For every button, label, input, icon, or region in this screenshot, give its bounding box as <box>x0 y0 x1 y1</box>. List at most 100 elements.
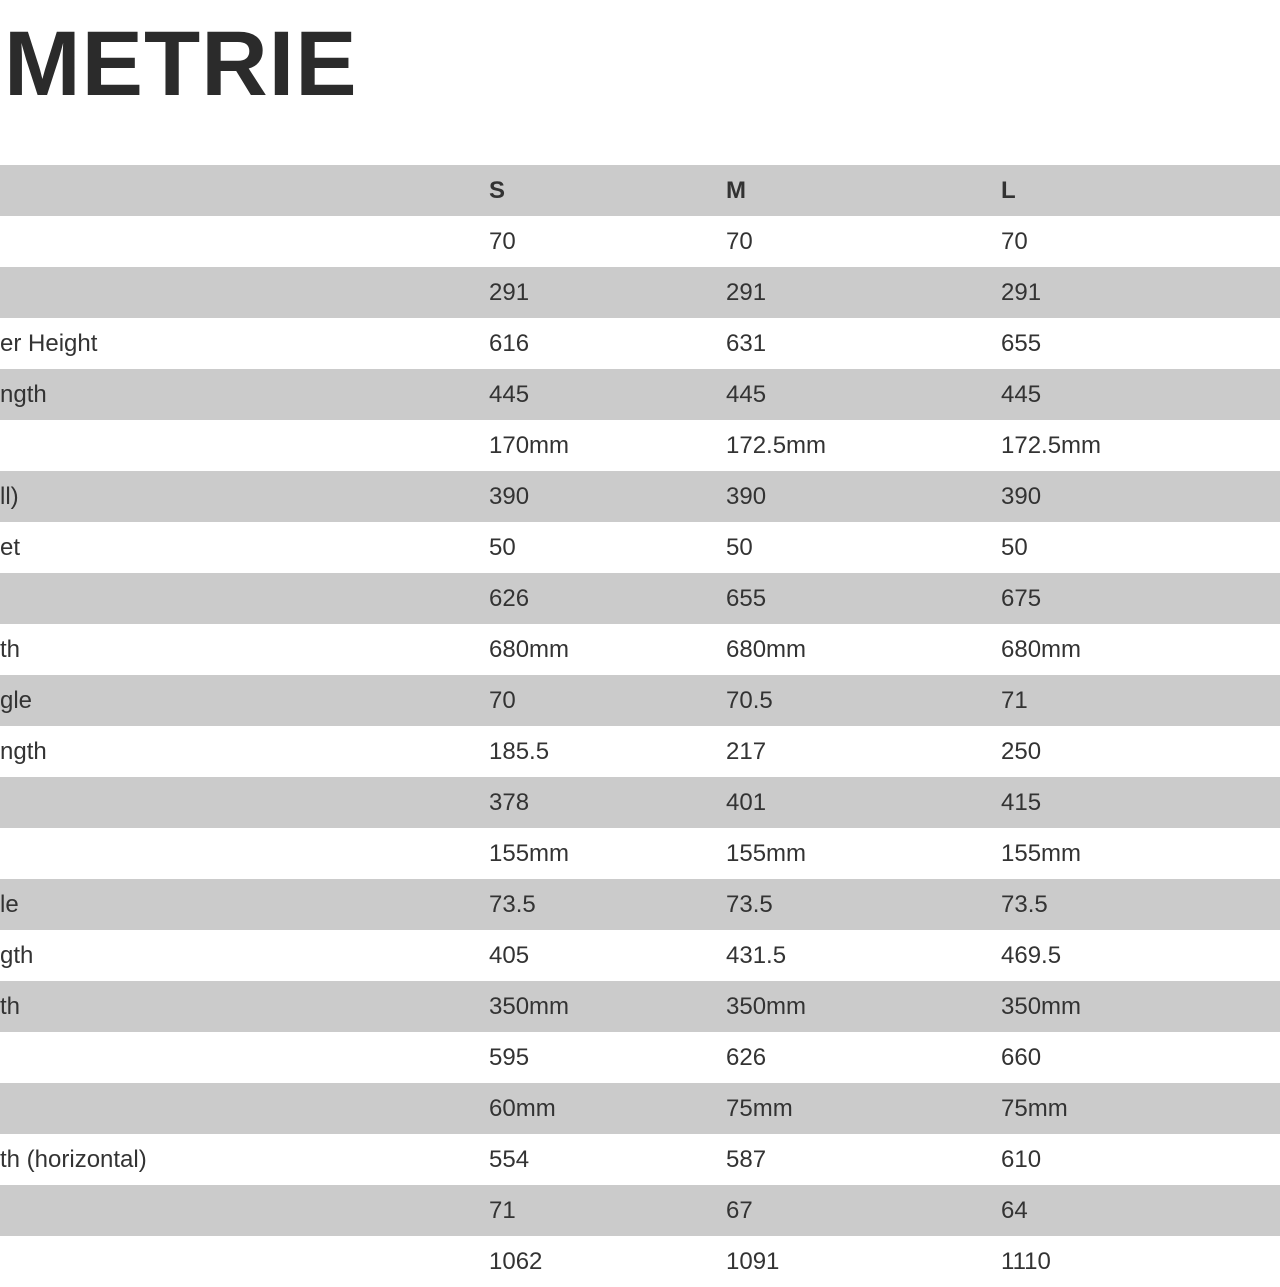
cell-size-l: 445 <box>1001 381 1042 408</box>
cell-size-s: 60mm <box>489 1095 556 1122</box>
cell-size-m: 655 <box>726 585 767 612</box>
cell-size-s: 50 <box>489 534 516 561</box>
cell-size-m: 70.5 <box>726 687 773 714</box>
cell-size-s: 616 <box>489 330 530 357</box>
cell-size-m: 67 <box>726 1197 753 1224</box>
cell-size-m: 75mm <box>726 1095 793 1122</box>
table-row: ngth 445 445 445 <box>0 369 1280 420</box>
row-label: th <box>0 993 21 1020</box>
cell-size-m: 1091 <box>726 1248 780 1275</box>
cell-size-m: 680mm <box>726 636 807 663</box>
cell-size-s: 378 <box>489 789 530 816</box>
cell-size-l: 469.5 <box>1001 942 1062 969</box>
cell-size-s: 350mm <box>489 993 570 1020</box>
cell-size-l: 64 <box>1001 1197 1028 1224</box>
cell-size-m: 445 <box>726 381 767 408</box>
cell-size-s: 185.5 <box>489 738 550 765</box>
table-row: ngth 185.5 217 250 <box>0 726 1280 777</box>
table-row: 71 67 64 <box>0 1185 1280 1236</box>
row-label: ngth <box>0 381 47 408</box>
table-row: ll) 390 390 390 <box>0 471 1280 522</box>
table-header-row: S M L <box>0 165 1280 216</box>
table-row: 60mm 75mm 75mm <box>0 1083 1280 1134</box>
header-size-s: S <box>489 177 506 204</box>
cell-size-l: 71 <box>1001 687 1028 714</box>
cell-size-s: 155mm <box>489 840 570 867</box>
table-row: th 680mm 680mm 680mm <box>0 624 1280 675</box>
cell-size-m: 155mm <box>726 840 807 867</box>
cell-size-s: 445 <box>489 381 530 408</box>
table-row: 155mm 155mm 155mm <box>0 828 1280 879</box>
cell-size-l: 680mm <box>1001 636 1082 663</box>
cell-size-m: 73.5 <box>726 891 773 918</box>
table-row: 1062 1091 1110 <box>0 1236 1280 1287</box>
cell-size-l: 70 <box>1001 228 1028 255</box>
cell-size-s: 405 <box>489 942 530 969</box>
cell-size-l: 1110 <box>1001 1248 1051 1275</box>
cell-size-m: 401 <box>726 789 767 816</box>
page-title: METRIE <box>4 13 358 115</box>
geometry-table: S M L 70 70 70 291 291 291 er Height 616 631 655 n… <box>0 165 1280 1287</box>
table-row: 378 401 415 <box>0 777 1280 828</box>
row-label: ngth <box>0 738 47 765</box>
cell-size-m: 217 <box>726 738 767 765</box>
cell-size-s: 554 <box>489 1146 530 1173</box>
row-label: le <box>0 891 19 918</box>
row-label: et <box>0 534 21 561</box>
row-label: th <box>0 636 21 663</box>
cell-size-l: 172.5mm <box>1001 432 1102 459</box>
cell-size-s: 291 <box>489 279 530 306</box>
table-row: gth 405 431.5 469.5 <box>0 930 1280 981</box>
table-row: 291 291 291 <box>0 267 1280 318</box>
cell-size-m: 626 <box>726 1044 767 1071</box>
cell-size-m: 350mm <box>726 993 807 1020</box>
row-label: er Height <box>0 330 98 357</box>
table-row: et 50 50 50 <box>0 522 1280 573</box>
cell-size-l: 291 <box>1001 279 1042 306</box>
cell-size-s: 626 <box>489 585 530 612</box>
cell-size-s: 1062 <box>489 1248 543 1275</box>
cell-size-s: 595 <box>489 1044 530 1071</box>
header-size-l: L <box>1001 177 1016 204</box>
cell-size-m: 431.5 <box>726 942 787 969</box>
cell-size-l: 610 <box>1001 1146 1042 1173</box>
table-row: le 73.5 73.5 73.5 <box>0 879 1280 930</box>
row-label: gle <box>0 687 33 714</box>
cell-size-s: 71 <box>489 1197 516 1224</box>
cell-size-l: 155mm <box>1001 840 1082 867</box>
table-row: er Height 616 631 655 <box>0 318 1280 369</box>
cell-size-l: 415 <box>1001 789 1042 816</box>
cell-size-m: 390 <box>726 483 767 510</box>
table-row: th (horizontal) 554 587 610 <box>0 1134 1280 1185</box>
cell-size-l: 655 <box>1001 330 1042 357</box>
table-row: 595 626 660 <box>0 1032 1280 1083</box>
cell-size-m: 70 <box>726 228 753 255</box>
cell-size-l: 75mm <box>1001 1095 1068 1122</box>
cell-size-l: 73.5 <box>1001 891 1048 918</box>
cell-size-s: 680mm <box>489 636 570 663</box>
cell-size-m: 291 <box>726 279 767 306</box>
cell-size-l: 250 <box>1001 738 1042 765</box>
cell-size-m: 172.5mm <box>726 432 827 459</box>
cell-size-s: 170mm <box>489 432 570 459</box>
row-label: th (horizontal) <box>0 1146 147 1173</box>
row-label: gth <box>0 942 34 969</box>
row-label: ll) <box>0 483 19 510</box>
cell-size-s: 73.5 <box>489 891 536 918</box>
cell-size-l: 50 <box>1001 534 1028 561</box>
table-row: 626 655 675 <box>0 573 1280 624</box>
cell-size-m: 50 <box>726 534 753 561</box>
cell-size-l: 350mm <box>1001 993 1082 1020</box>
cell-size-l: 675 <box>1001 585 1042 612</box>
cell-size-m: 587 <box>726 1146 767 1173</box>
cell-size-s: 390 <box>489 483 530 510</box>
table-row: th 350mm 350mm 350mm <box>0 981 1280 1032</box>
cell-size-l: 660 <box>1001 1044 1042 1071</box>
cell-size-s: 70 <box>489 687 516 714</box>
table-row: gle 70 70.5 71 <box>0 675 1280 726</box>
table-row: 70 70 70 <box>0 216 1280 267</box>
header-size-m: M <box>726 177 746 204</box>
table-row: 170mm 172.5mm 172.5mm <box>0 420 1280 471</box>
cell-size-s: 70 <box>489 228 516 255</box>
cell-size-m: 631 <box>726 330 767 357</box>
